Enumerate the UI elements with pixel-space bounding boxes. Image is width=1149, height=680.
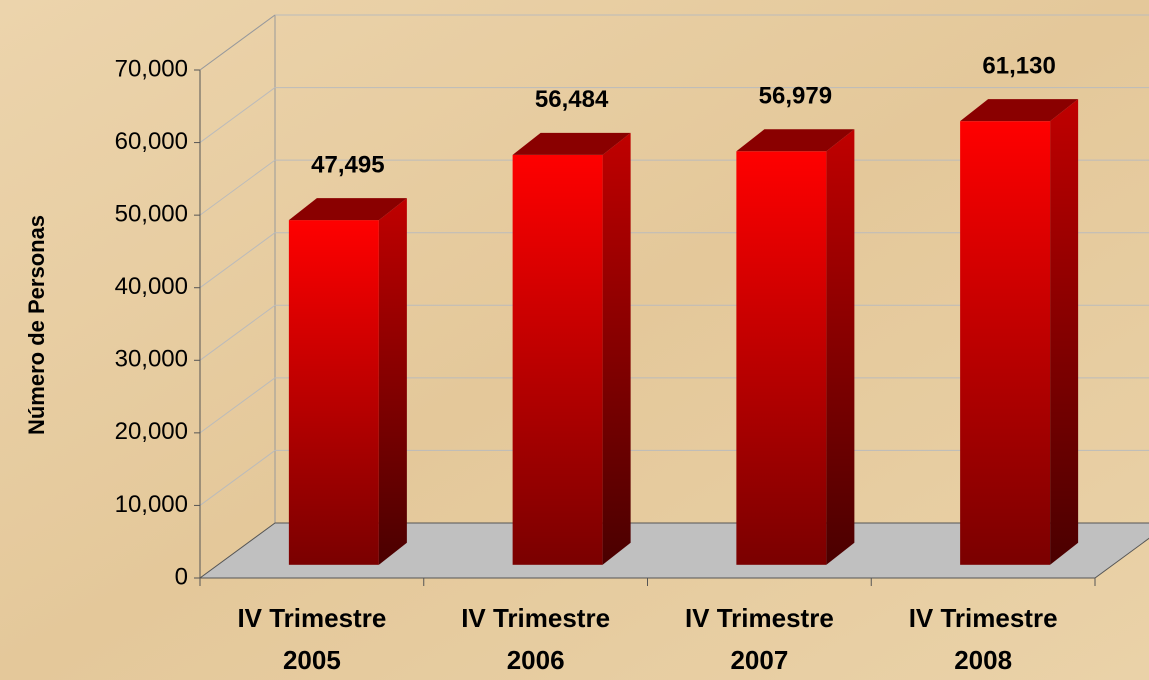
x-tick-label: IV Trimestre [909,603,1058,633]
y-axis-label: Número de Personas [24,215,49,435]
side-grid-line [199,87,276,143]
x-tick-label: IV Trimestre [461,603,610,633]
y-tick-label: 20,000 [115,418,188,445]
value-label: 61,130 [982,53,1055,80]
x-tick-label: IV Trimestre [237,603,386,633]
bar-top [736,129,855,152]
x-tick-label: 2006 [507,645,565,675]
y-tick-label: 0 [175,563,188,590]
bar [512,132,631,565]
bar-top [288,198,407,221]
bar-front [960,121,1051,565]
y-tick-label: 30,000 [115,346,188,373]
bar-top [960,99,1079,122]
bar [736,129,855,565]
side-top [199,14,276,71]
bar-front [288,220,379,565]
y-tick-label: 50,000 [115,200,188,227]
y-tick-label: 70,000 [115,55,188,82]
bar-side [826,129,855,565]
x-tick-label: 2005 [283,645,341,675]
bar-side [602,132,631,565]
value-label: 47,495 [311,151,384,178]
side-grid-line [199,377,276,434]
x-tick-label: IV Trimestre [685,603,834,633]
floor [198,522,1149,579]
value-label: 56,979 [759,83,832,110]
bar-front [512,154,603,565]
bar [288,198,407,565]
y-tick-label: 60,000 [115,128,188,155]
y-tick-label: 10,000 [115,491,188,518]
side-grid-line [199,304,276,361]
side-grid-line [199,232,276,289]
bar-front [736,151,827,565]
value-label: 56,484 [535,86,609,113]
bar [960,99,1079,565]
x-tick-label: 2007 [730,645,788,675]
y-tick-label: 40,000 [115,273,188,300]
bar-side [378,198,407,565]
side-grid-line [199,159,276,216]
x-tick-label: 2008 [954,645,1012,675]
bar-top [512,132,631,155]
bar-side [1050,99,1079,565]
side-grid-line [199,450,276,506]
